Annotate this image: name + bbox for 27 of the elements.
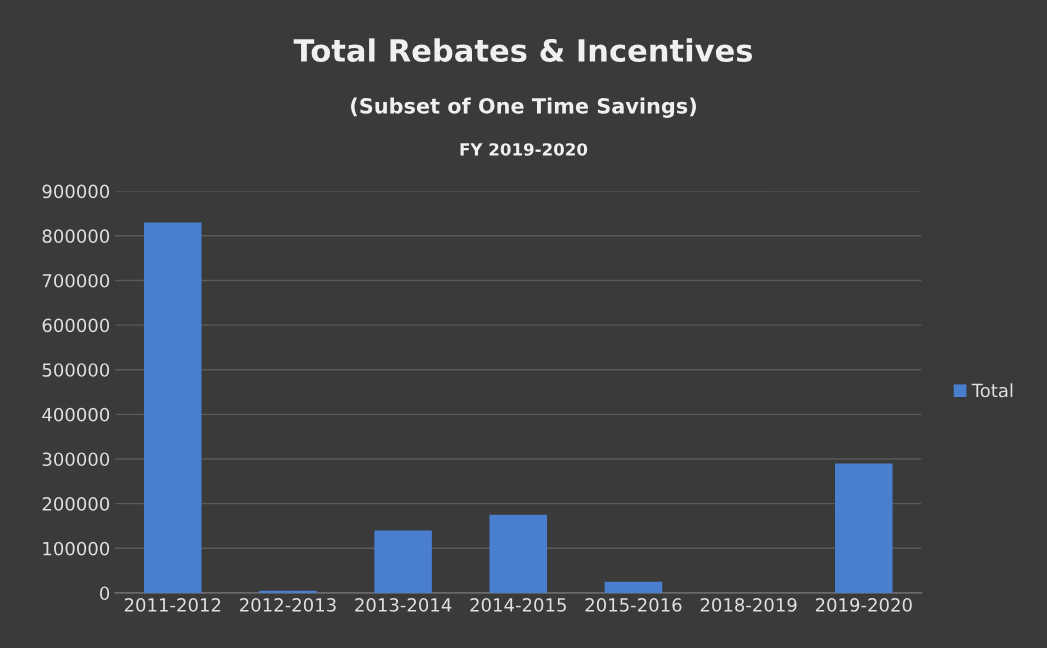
x-tick-label: 2013-2014: [355, 598, 452, 612]
y-tick-label: 800000: [42, 229, 110, 243]
x-tick-label: 2018-2019: [700, 598, 797, 612]
y-tick-label: 600000: [42, 318, 110, 333]
x-tick-label: 2014-2015: [470, 598, 566, 612]
bar: [374, 530, 432, 593]
bar: [604, 581, 663, 593]
bar: [834, 463, 893, 593]
x-tick-label: 2015-2016: [585, 598, 682, 612]
y-tick-label: 700000: [42, 273, 110, 288]
x-tick-label: 2019-2020: [815, 598, 912, 612]
text: FY 2019-2020: [460, 143, 588, 156]
bar: [143, 222, 202, 593]
y-tick-label: 100000: [43, 541, 110, 556]
x-tick-label: 2012-2013: [240, 598, 336, 612]
y-tick-label: 200000: [42, 497, 110, 511]
y-tick-label: 500000: [42, 363, 110, 377]
chart-title: Total Rebates & Incentives: [293, 38, 753, 62]
y-tick-label: 400000: [42, 407, 110, 422]
y-tick-label: 300000: [42, 452, 110, 467]
y-tick-label: 0: [100, 586, 110, 601]
chart-subtitle: (Subset of One Time Savings): [351, 97, 696, 118]
bar: [489, 514, 548, 593]
legend-label: Total: [971, 383, 1013, 398]
bar: [259, 590, 317, 593]
y-tick-label: 900000: [42, 184, 110, 199]
x-tick-label: 2011-2012: [124, 598, 221, 612]
